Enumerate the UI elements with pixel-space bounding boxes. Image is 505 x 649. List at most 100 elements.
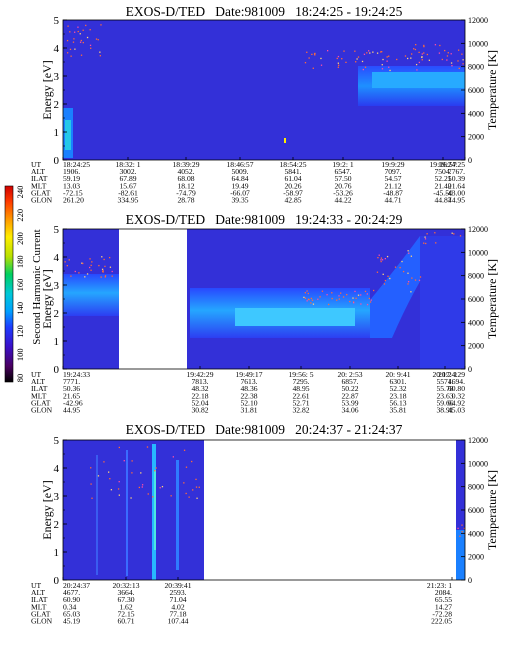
temperature-point	[389, 277, 391, 280]
temperature-point	[79, 41, 82, 43]
temperature-point	[336, 57, 338, 60]
temperature-point	[66, 52, 69, 54]
table-cell: -82.61	[118, 188, 138, 197]
temperature-point	[357, 56, 360, 58]
temperature-point	[314, 52, 316, 55]
table-cell: 19:16:57	[429, 160, 456, 169]
table-cell: 34.06	[341, 406, 358, 415]
temperature-point	[131, 472, 133, 474]
temperature-point	[423, 242, 425, 244]
colorbar-tick-label: 220	[15, 209, 25, 222]
temperature-point	[82, 29, 84, 31]
panel-1-heatmap	[62, 19, 466, 161]
temperature-point	[366, 303, 369, 306]
colorbar-tick-label: 160	[15, 279, 25, 292]
temperature-point	[377, 256, 379, 259]
temperature-point	[98, 264, 100, 267]
table-cell: 3002.	[119, 167, 136, 176]
temperature-point	[72, 41, 75, 43]
panel-2-band-right	[420, 236, 465, 369]
temperature-point	[457, 60, 459, 62]
temperature-point	[434, 232, 436, 234]
temperature-point	[451, 232, 453, 234]
table-cell: 22.38	[240, 391, 257, 400]
temperature-point	[90, 269, 92, 271]
row-label: UT	[31, 581, 41, 590]
panel-2-ylabel: Energy [eV]	[40, 269, 54, 328]
panel-3-streak-2	[154, 470, 156, 550]
y-tick-label: 3	[54, 491, 60, 503]
temperature-point	[424, 236, 426, 238]
temperature-point	[103, 258, 105, 261]
temperature-point	[340, 292, 342, 294]
temperature-point	[435, 242, 437, 244]
table-cell: 222.05	[431, 617, 452, 626]
temperature-point	[415, 44, 417, 46]
temperature-point	[381, 64, 383, 66]
temperature-point	[69, 31, 71, 33]
temperature-point	[131, 460, 133, 462]
temperature-point	[424, 238, 427, 240]
panel-2-band-left	[63, 274, 119, 316]
temperature-point	[414, 48, 417, 51]
temperature-point	[361, 60, 364, 63]
temperature-point	[453, 233, 455, 235]
table-cell: 50.36	[63, 384, 80, 393]
y-tick-label: 0	[54, 364, 60, 376]
panel-3-streak-5	[96, 455, 98, 575]
temperature-point	[462, 63, 464, 65]
temperature-point	[90, 264, 92, 267]
table-cell: 55.78	[436, 384, 453, 393]
panel-2-band-mid-core	[235, 308, 355, 326]
temperature-point	[138, 486, 141, 489]
table-cell: 35.81	[389, 406, 406, 415]
temperature-point	[101, 268, 104, 270]
table-cell: -74.79	[176, 188, 196, 197]
temperature-point	[111, 275, 113, 277]
temperature-point	[170, 495, 172, 497]
panel-3-ylabel: Energy [eV]	[40, 480, 54, 539]
y-tick-label: 2	[54, 519, 60, 531]
table-cell: 107.44	[168, 617, 189, 626]
temperature-point	[109, 478, 111, 480]
colorbar-tick-label: 240	[15, 186, 25, 199]
table-cell: 44.95	[448, 196, 465, 205]
temperature-point	[352, 301, 355, 303]
temperature-point	[386, 60, 388, 62]
table-cell: 18:24:25	[63, 160, 90, 169]
temperature-point	[159, 487, 161, 489]
table-cell: 44.87	[434, 196, 451, 205]
y2-tick-label: 10000	[468, 248, 488, 257]
temperature-point	[356, 58, 358, 60]
table-cell: 1.62	[119, 602, 132, 611]
y2-tick-label: 4000	[468, 529, 484, 538]
temperature-point	[410, 255, 413, 257]
temperature-point	[73, 38, 75, 40]
row-label: UT	[31, 370, 41, 379]
temperature-point	[406, 57, 409, 60]
temperature-point	[461, 524, 463, 526]
table-cell: -45.50	[433, 188, 453, 197]
y2-tick-label: 12000	[468, 225, 488, 234]
panel-3-streak-4	[176, 460, 179, 570]
temperature-point	[426, 233, 428, 235]
table-cell: 65.55	[435, 595, 452, 604]
table-cell: 52.04	[191, 398, 208, 407]
table-cell: 7771.	[63, 377, 80, 386]
temperature-point	[95, 38, 98, 40]
table-cell: -66.07	[230, 188, 250, 197]
table-cell: -53.26	[333, 188, 353, 197]
table-cell: 68.08	[177, 174, 194, 183]
temperature-point	[64, 261, 66, 263]
temperature-point	[372, 289, 375, 292]
temperature-point	[185, 466, 188, 468]
temperature-point	[304, 297, 307, 299]
temperature-point	[185, 492, 187, 495]
temperature-point	[381, 68, 384, 70]
temperature-point	[410, 291, 412, 293]
temperature-point	[364, 66, 367, 68]
table-cell: 21:23: 1	[427, 581, 452, 590]
table-cell: 15.67	[119, 181, 136, 190]
temperature-point	[90, 467, 92, 469]
table-cell: 4677.	[63, 588, 80, 597]
